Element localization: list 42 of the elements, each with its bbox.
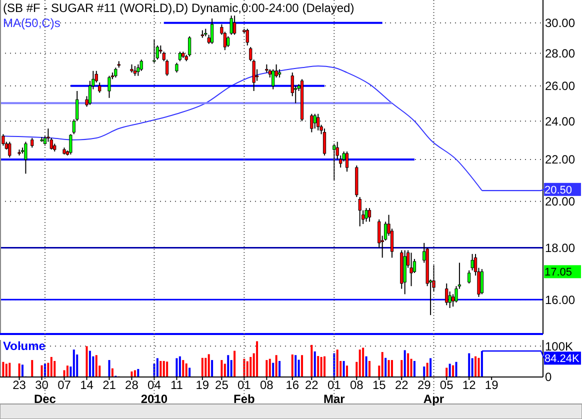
x-tick-label: 22 xyxy=(304,378,319,392)
x-tick-label: 21 xyxy=(102,378,116,392)
x-tick-label: 08 xyxy=(350,378,364,392)
y-tick-label: 28.00 xyxy=(545,46,576,60)
text: MA(50,C)s xyxy=(3,16,60,30)
x-tick-label: 01 xyxy=(327,378,342,392)
x-tick-label: 25 xyxy=(215,378,229,392)
x-tick-label: 14 xyxy=(80,378,94,392)
text: 17.05 xyxy=(544,266,572,279)
x-tick-label: 16 xyxy=(286,378,300,392)
x-tick-label: 29 xyxy=(417,378,432,392)
x-tick-label: 08 xyxy=(260,378,274,392)
x-tick-label: 12 xyxy=(462,378,476,392)
x-tick-label: 19 xyxy=(484,378,499,392)
y-tick-label: 0 xyxy=(545,370,552,384)
y-tick-label: 24.00 xyxy=(545,114,576,128)
x2-tick-label: 2010 xyxy=(140,392,168,406)
y-tick-label: 100K xyxy=(545,339,574,354)
y-tick-label: 22.00 xyxy=(545,152,576,167)
x-tick-label: 07 xyxy=(58,378,72,392)
x-tick-label: 23 xyxy=(12,378,26,392)
x-tick-label: 19 xyxy=(196,378,210,392)
annotation: 84.24K xyxy=(544,353,580,366)
x2-tick-label: Dec xyxy=(34,392,56,406)
x-tick-label: 01 xyxy=(238,378,252,392)
x2-tick-label: Mar xyxy=(323,392,346,406)
y-tick-label: 16.00 xyxy=(545,292,576,307)
y-tick-label: 30.00 xyxy=(545,16,576,30)
x-tick-label: 28 xyxy=(125,378,139,392)
x-tick-label: 05 xyxy=(440,378,454,392)
x2-tick-label: Apr xyxy=(423,392,444,406)
chart-title: Volume xyxy=(3,339,46,353)
annotation: 20.50 xyxy=(544,184,572,196)
x-tick-label: 04 xyxy=(148,378,162,392)
x-tick-label: 15 xyxy=(372,378,386,392)
x2-tick-label: Feb xyxy=(234,392,255,406)
x-tick-label: 22 xyxy=(394,378,409,392)
x-tick-label: 30 xyxy=(35,378,49,392)
y-tick-label: 18.00 xyxy=(545,241,576,256)
x-tick-label: 11 xyxy=(170,378,184,392)
y-tick-label: 20.00 xyxy=(545,194,576,209)
y-tick-label: 26.00 xyxy=(545,79,576,94)
